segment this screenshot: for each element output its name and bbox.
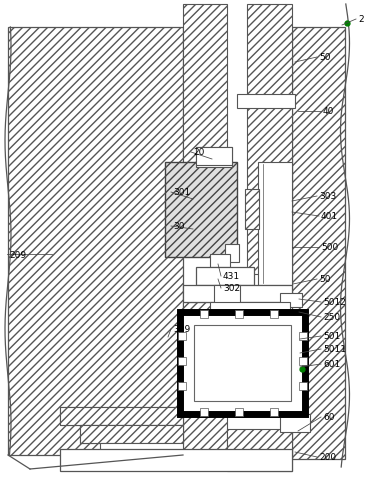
- Text: 309: 309: [173, 325, 190, 334]
- Bar: [100, 443, 183, 459]
- Bar: [280, 414, 310, 432]
- Bar: [60, 407, 183, 425]
- Text: 200: 200: [319, 453, 336, 462]
- Bar: [210, 302, 290, 312]
- Bar: [178, 332, 186, 340]
- Bar: [227, 429, 292, 471]
- Text: 60: 60: [323, 413, 334, 421]
- Text: 401: 401: [321, 212, 338, 221]
- Text: 5012: 5012: [323, 298, 346, 307]
- Bar: [292, 28, 345, 459]
- Bar: [225, 244, 239, 263]
- Text: 601: 601: [323, 360, 340, 369]
- Bar: [194, 325, 291, 401]
- Bar: [247, 5, 292, 275]
- Text: 20: 20: [193, 148, 204, 157]
- Bar: [183, 302, 227, 459]
- Bar: [196, 148, 232, 166]
- Bar: [183, 286, 292, 302]
- Bar: [200, 408, 208, 416]
- Text: 501: 501: [323, 332, 340, 341]
- Text: 5011: 5011: [323, 345, 346, 354]
- Bar: [165, 163, 237, 257]
- Text: 50: 50: [319, 275, 331, 284]
- Bar: [214, 286, 240, 315]
- Text: 209: 209: [9, 250, 26, 259]
- Text: 50: 50: [319, 53, 331, 62]
- Text: 500: 500: [321, 243, 338, 252]
- Bar: [60, 407, 183, 425]
- Bar: [299, 382, 307, 390]
- Bar: [299, 357, 307, 365]
- Bar: [270, 408, 278, 416]
- Bar: [196, 267, 254, 286]
- Bar: [80, 425, 183, 443]
- Bar: [183, 5, 227, 165]
- Bar: [8, 28, 183, 455]
- Text: 40: 40: [323, 107, 334, 116]
- Text: 303: 303: [319, 192, 336, 201]
- Bar: [178, 357, 186, 365]
- Bar: [60, 449, 292, 471]
- Bar: [280, 293, 302, 307]
- Bar: [258, 163, 292, 286]
- Bar: [299, 332, 307, 340]
- Bar: [237, 95, 295, 109]
- Text: 2: 2: [358, 15, 364, 24]
- Bar: [80, 425, 183, 443]
- Bar: [235, 408, 243, 416]
- Bar: [210, 254, 230, 267]
- Text: 301: 301: [173, 188, 190, 197]
- Text: 302: 302: [223, 284, 240, 293]
- Text: 30: 30: [173, 222, 184, 231]
- Bar: [235, 311, 243, 318]
- Text: 431: 431: [223, 272, 240, 281]
- Text: 250: 250: [323, 313, 340, 322]
- Bar: [200, 311, 208, 318]
- Bar: [178, 382, 186, 390]
- Bar: [196, 148, 232, 168]
- Bar: [245, 190, 259, 229]
- Bar: [180, 312, 305, 414]
- Bar: [270, 311, 278, 318]
